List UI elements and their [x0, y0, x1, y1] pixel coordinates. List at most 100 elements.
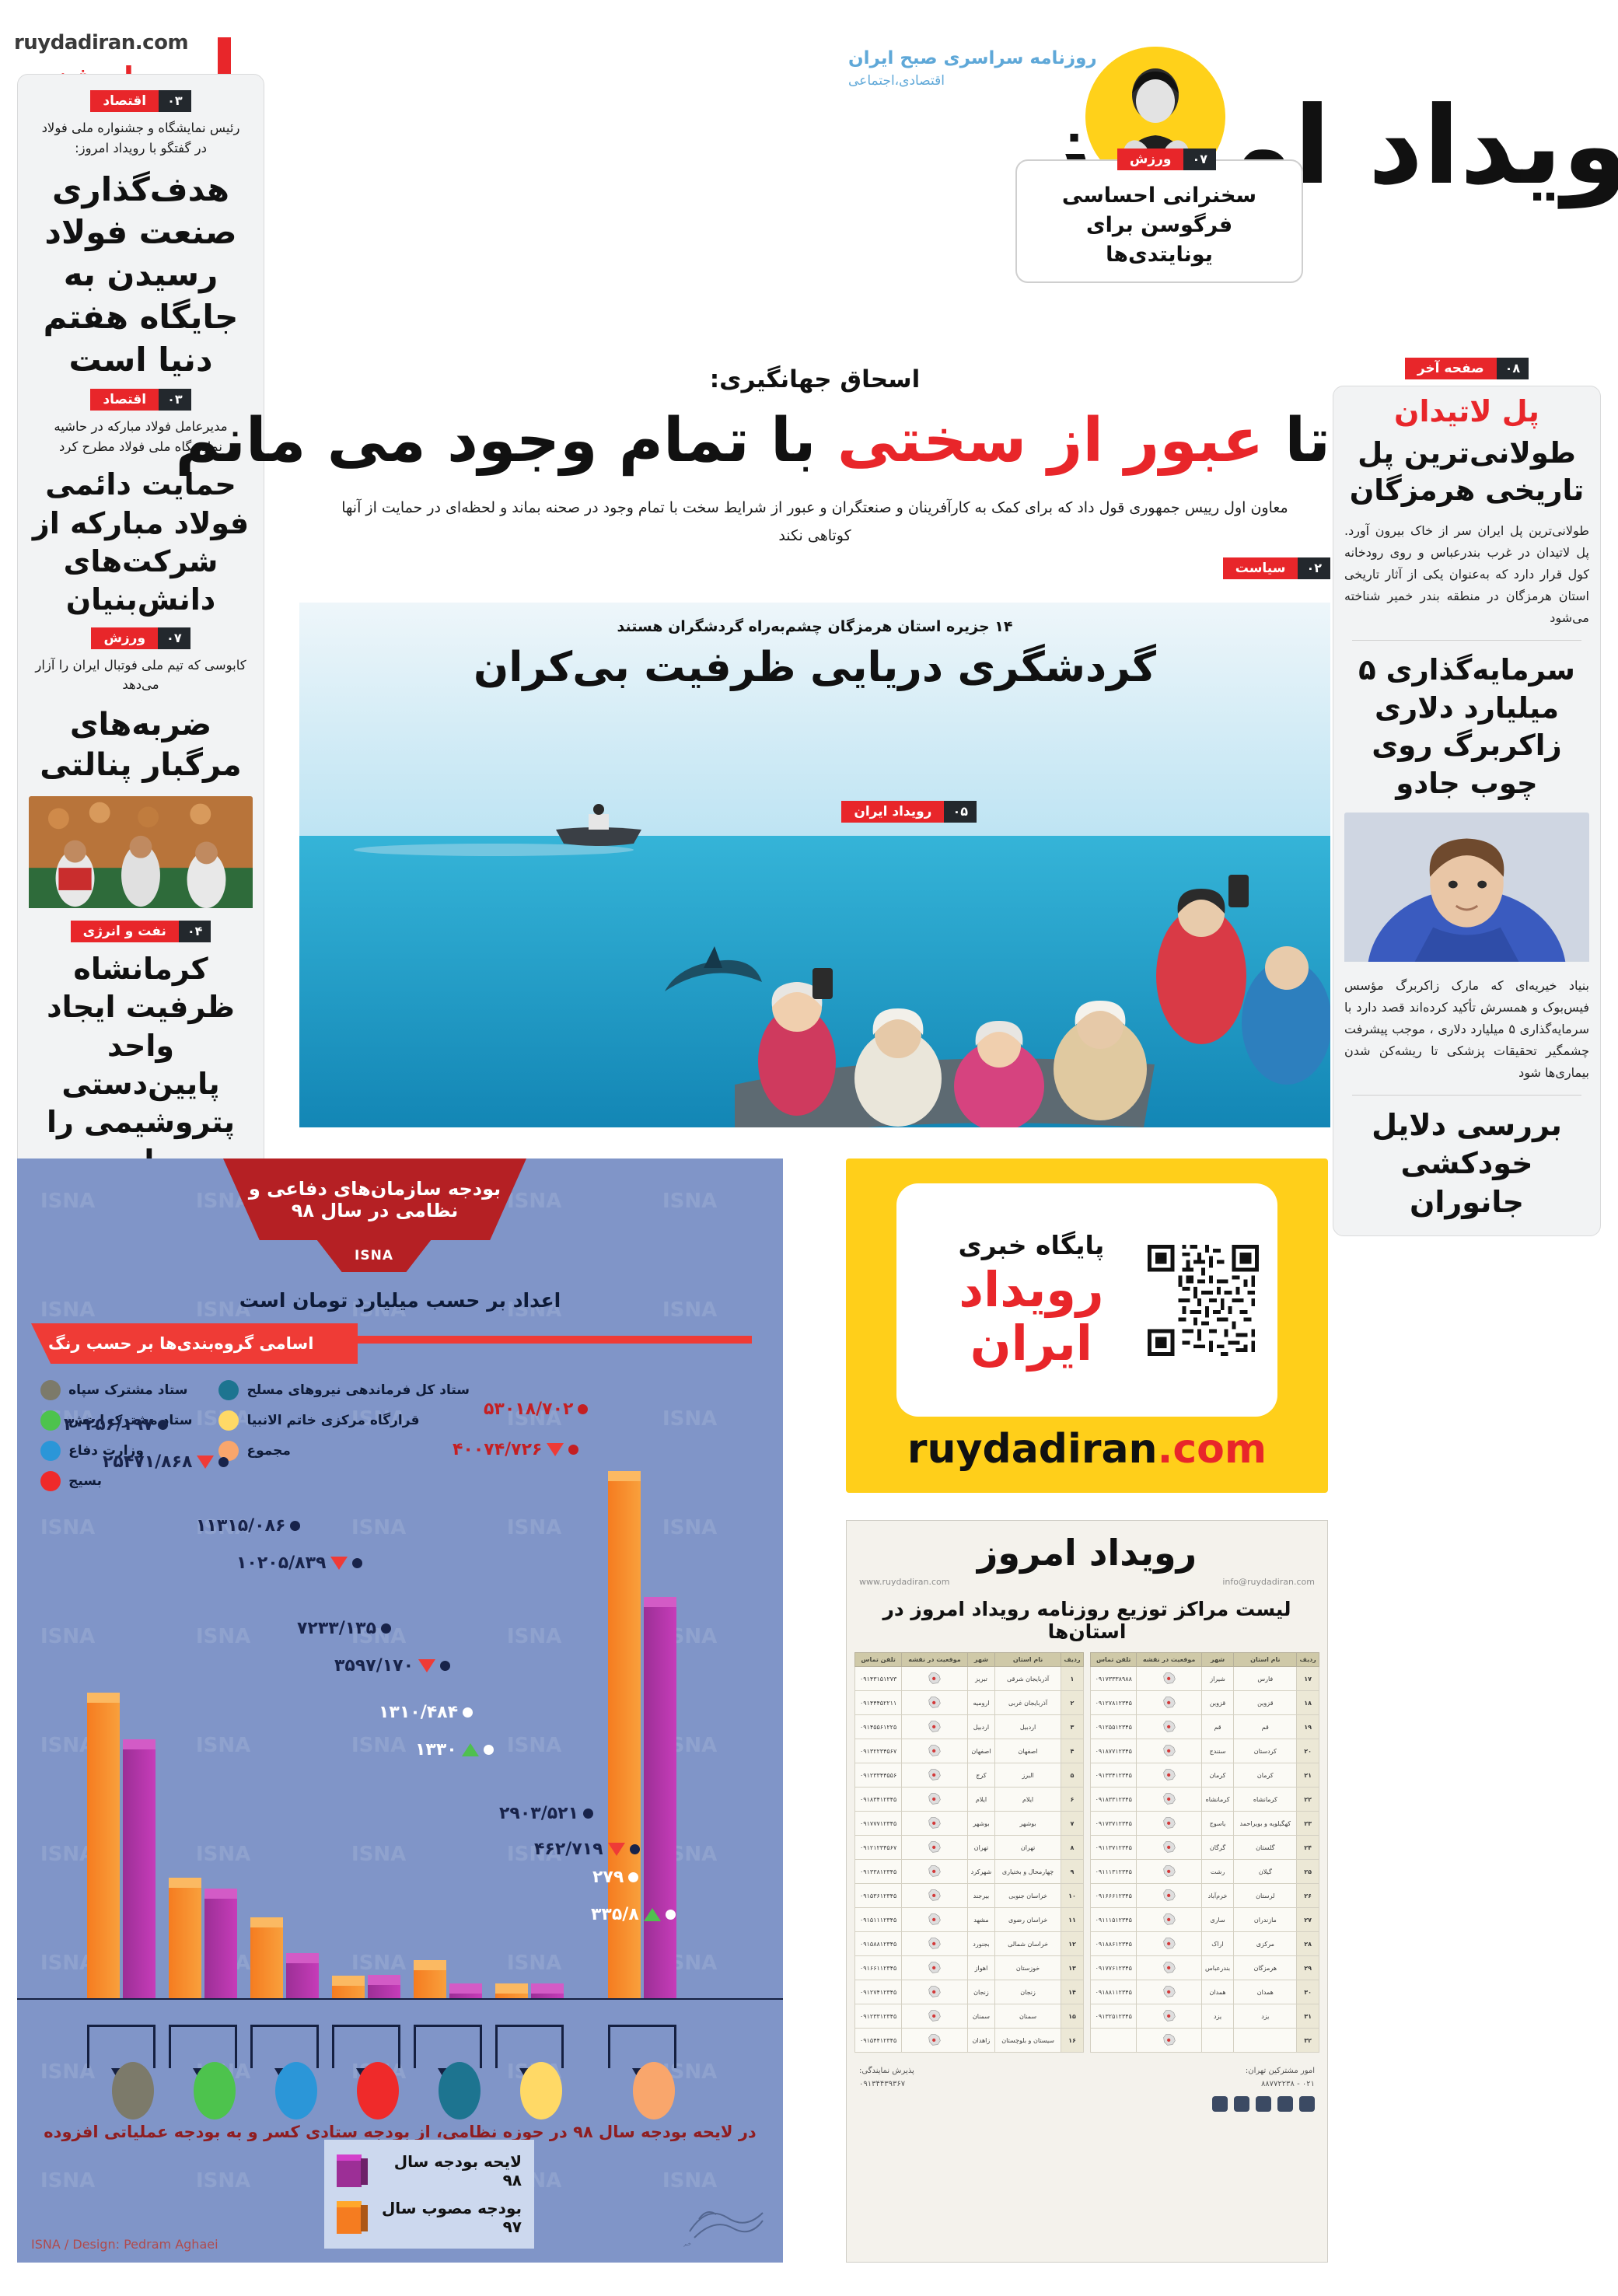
chart-legend-item: بسیج	[40, 1471, 192, 1491]
table-cell: ۰۹۱۲۱۲۳۴۵۶۷	[854, 1835, 903, 1860]
advertisement-qr-box[interactable]: پایگاه خبری رویداد ایران ruydadiran.com	[846, 1158, 1328, 1493]
table-row: ۱۳ خوزستان اهواز ۰۹۱۶۶۱۱۲۳۴۵	[854, 1955, 1085, 1980]
table-cell: ۰۹۱۲۷۴۱۲۳۴۵	[854, 1980, 903, 2004]
zuckerberg-body: بنیاد خیریه‌ای که مارک زاکربرگ مؤسس فیس‌…	[1344, 978, 1589, 1081]
sidebar-story-2-headline[interactable]: ضربه‌های مرگبار پنالتی	[40, 706, 242, 783]
table-header-row-right: ردیف نام استان شهر موقعیت در نقشه تلفن تماس	[854, 1652, 1085, 1667]
distribution-email[interactable]: info@ruydadiran.com	[1222, 1577, 1315, 1587]
table-cell: ۶	[1060, 1787, 1085, 1812]
sidebar-story-0[interactable]: ۰۳ اقتصاد رئیس نمایشگاه و جشنواره ملی فو…	[29, 90, 253, 381]
cube-top	[337, 2201, 362, 2208]
chart-legend-label: بسیج	[68, 1473, 102, 1489]
watermark-text: ISNA	[351, 1625, 407, 1648]
table-cell: فارس	[1233, 1666, 1298, 1691]
chart-bar	[495, 1983, 528, 1998]
table-cell: ۳۰	[1296, 1980, 1319, 2004]
bridge-title[interactable]: پل لاتیدان	[1394, 394, 1539, 428]
chart-category-color-dot	[633, 2062, 675, 2120]
table-cell: کرج	[966, 1763, 996, 1788]
table-cell	[1136, 1666, 1202, 1691]
table-row: ۳۰ همدان همدان ۰۹۱۸۸۱۱۲۳۴۵	[1089, 1980, 1319, 2004]
chart-data-label: ۵۳۰۱۸/۷۰۲	[484, 1400, 589, 1419]
sidebar-story-0-headline[interactable]: هدف‌گذاری صنعت فولاد رسیدن به جایگاه هفت…	[43, 170, 239, 379]
ferguson-headline[interactable]: سخنرانی احساسی فرگوسن برای یونایتدی‌ها	[1061, 183, 1257, 267]
table-cell: کهگیلویه و بویراحمد	[1233, 1811, 1298, 1836]
chart-label-value: ۱۳۱۰/۴۸۴	[379, 1703, 459, 1722]
photo-story-caption: ۱۴ جزیره استان هرمزگان چشم‌به‌راه گردشگر…	[299, 618, 1330, 694]
table-cell: ۲۵	[1296, 1859, 1319, 1884]
chart-bar-top	[608, 1470, 641, 1481]
table-cell	[1136, 1763, 1202, 1788]
table-cell: ۰۹۱۵۳۶۱۲۳۴۵	[854, 1883, 903, 1908]
table-cell: ۲۷	[1296, 1907, 1319, 1932]
table-cell: گلستان	[1233, 1835, 1298, 1860]
animal-suicide-headline[interactable]: بررسی دلایل خودکشی جانوران	[1372, 1108, 1562, 1219]
table-cell: ۲۶	[1296, 1883, 1319, 1908]
distribution-agency-phone: ۰۹۱۳۴۴۳۹۳۶۷	[859, 2080, 906, 2088]
chart-legend-label: ستاد مشترک سپاه	[68, 1382, 188, 1398]
lead-story[interactable]: اسحاق جهانگیری: تا عبور از سختی با تمام …	[175, 365, 1330, 580]
chart-label-value: ۲۹۰۳/۵۲۱	[499, 1804, 579, 1823]
sidebar-story-3[interactable]: ۰۴ نفت و انرژی کرمانشاه ظرفیت ایجاد واحد…	[29, 920, 253, 1180]
chart-bar	[250, 1917, 283, 1998]
instagram-icon[interactable]	[1277, 2096, 1293, 2112]
table-cell: ۰۹۱۲۷۸۱۲۳۴۵	[1089, 1690, 1137, 1715]
table-cell	[901, 2004, 968, 2029]
sidebar-story-2[interactable]: ۰۷ ورزش کابوسی که تیم ملی فوتبال ایران ر…	[29, 627, 253, 913]
photo-story-tourism[interactable]: ۱۴ جزیره استان هرمزگان چشم‌به‌راه گردشگر…	[299, 603, 1330, 1127]
distribution-website[interactable]: www.ruydadiran.com	[859, 1577, 950, 1587]
chart-label-dot	[629, 1844, 640, 1854]
chart-legend-item: ستاد مشترک سپاه	[40, 1380, 192, 1400]
photo-story-headline[interactable]: گردشگری دریایی ظرفیت بی‌کران	[474, 644, 1156, 691]
chart-label-dot	[568, 1445, 579, 1455]
table-cell: قزوین	[1233, 1690, 1298, 1715]
ferguson-card[interactable]: ۰۷ ورزش سخنرانی احساسی فرگوسن برای یونای…	[1015, 149, 1303, 284]
chart-label-value: ۲۵۴۷۱/۸۶۸	[103, 1452, 193, 1472]
sidebar-story-1-headline[interactable]: حمایت دائمی فولاد مبارکه از شرکت‌های دان…	[32, 467, 250, 617]
watermark-text: ISNA	[40, 2169, 96, 2193]
ad-url[interactable]: ruydadiran.com	[846, 1426, 1328, 1473]
cube-face	[337, 2207, 362, 2234]
chart-bar	[644, 1597, 676, 1998]
sidebar-story-1-section: اقتصاد	[90, 389, 159, 411]
province-map-icon	[1162, 2034, 1176, 2046]
chart-bar-face	[332, 1985, 365, 1998]
distribution-list-panel: رویداد امروز www.ruydadiran.com info@ruy…	[846, 1520, 1328, 2263]
ad-card[interactable]: پایگاه خبری رویداد ایران	[896, 1183, 1277, 1417]
sidebar-story-1[interactable]: ۰۳ اقتصاد مدیرعامل فولاد مبارکه در حاشیه…	[29, 389, 253, 620]
chart-bar-top	[495, 1983, 528, 1994]
table-row: ۷ بوشهر بوشهر ۰۹۱۷۷۷۱۲۳۴۵	[854, 1811, 1085, 1836]
facebook-icon[interactable]	[1256, 2096, 1271, 2112]
table-row: ۲۵ گیلان رشت ۰۹۱۱۱۳۱۲۳۴۵	[1089, 1859, 1319, 1884]
sidebar-story-3-page: ۰۴	[178, 920, 211, 942]
zuckerberg-story[interactable]: سرمایه‌گذاری ۵ میلیارد دلاری زاکربرگ روی…	[1344, 652, 1589, 1084]
sidebar-story-3-headline[interactable]: کرمانشاه ظرفیت ایجاد واحد پایین‌دستی پتر…	[47, 951, 235, 1178]
bridge-story[interactable]: پل لاتیدان طولانی‌ترین پل تاریخی هرمزگان…	[1344, 394, 1589, 629]
table-cell: ۲	[1060, 1690, 1085, 1715]
chart-label-dot	[628, 1872, 639, 1882]
zuckerberg-headline[interactable]: سرمایه‌گذاری ۵ میلیارد دلاری زاکربرگ روی…	[1358, 652, 1575, 801]
table-cell: خراسان شمالی	[994, 1931, 1061, 1956]
province-map-icon	[928, 2010, 941, 2022]
telegram-icon[interactable]	[1234, 2096, 1249, 2112]
chart-label-dot	[290, 1521, 301, 1531]
ad-url-domain: .com	[1157, 1426, 1267, 1473]
whatsapp-icon[interactable]	[1212, 2096, 1228, 2112]
chart-data-label: ۴۶۲/۷۱۹	[534, 1840, 640, 1859]
qr-code-icon[interactable]	[1147, 1232, 1259, 1368]
bridge-subtitle[interactable]: طولانی‌ترین پل تاریخی هرمزگان	[1349, 435, 1585, 507]
lead-headline[interactable]: تا عبور از سختی با تمام وجود می مانم	[175, 404, 1330, 478]
table-cell: ۱۱	[1060, 1907, 1085, 1932]
chart-key-cube-icon	[337, 2201, 368, 2234]
watermark-text: ISNA	[40, 1190, 96, 1213]
table-cell	[1136, 1690, 1202, 1715]
chart-legend-title: اسامی گروه‌بندی‌ها بر حسب رنگ	[48, 1334, 314, 1353]
table-cell: ۷	[1060, 1811, 1085, 1836]
distribution-meta: www.ruydadiran.com info@ruydadiran.com	[847, 1574, 1327, 1587]
football-penalty-photo	[29, 795, 253, 913]
twitter-icon[interactable]	[1299, 2096, 1315, 2112]
province-map-icon	[1162, 1913, 1176, 1925]
table-cell	[1136, 1739, 1202, 1763]
lead-page-number: ۰۲	[1298, 557, 1330, 580]
